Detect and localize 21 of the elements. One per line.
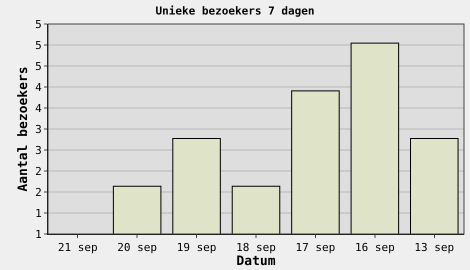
y-tick-label: 2: [35, 186, 42, 199]
x-tick-label: 17 sep: [296, 241, 336, 254]
y-tick-label: 4: [35, 102, 42, 115]
y-tick-label: 4: [35, 80, 42, 94]
x-tick-label: 13 sep: [414, 241, 454, 254]
y-tick-label: 5: [35, 18, 42, 31]
y-tick-label: 3: [35, 144, 42, 157]
x-axis-title: Datum: [236, 254, 276, 270]
y-tick-label: 3: [35, 122, 42, 136]
chart-title: Unieke bezoekers 7 dagen: [156, 4, 314, 18]
x-tick-label: 21 sep: [58, 241, 98, 254]
x-tick-label: 19 sep: [176, 241, 216, 254]
y-tick-label: 5: [35, 38, 42, 52]
y-tick-label: 2: [35, 164, 42, 178]
x-tick-label: 20 sep: [117, 241, 158, 254]
x-tick-label: 16 sep: [354, 241, 395, 254]
y-tick-label: 1: [35, 206, 42, 220]
y-tick-label: 1: [35, 228, 42, 241]
x-tick-label: 18 sep: [236, 241, 276, 254]
y-tick-label: 5: [35, 60, 42, 73]
y-axis-title: Aantal bezoekers: [16, 66, 32, 192]
